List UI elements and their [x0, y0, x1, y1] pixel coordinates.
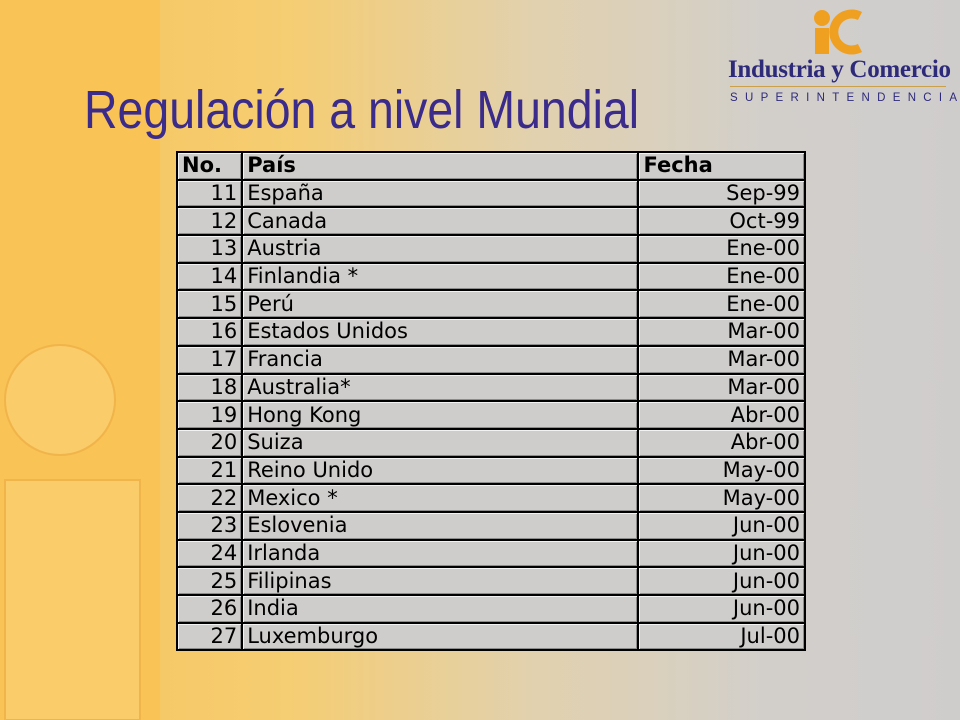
row-country: Austria	[241, 234, 640, 264]
row-number: 19	[175, 400, 244, 430]
row-number: 14	[175, 261, 244, 292]
row-number: 25	[175, 566, 244, 596]
row-date: Abr-00	[637, 400, 806, 430]
table-row: 15 Perú Ene-00	[175, 289, 806, 320]
table-row: 20 Suiza Abr-00	[175, 427, 806, 458]
table-row: 23 Eslovenia Jun-00	[175, 510, 806, 541]
row-country: Irlanda	[241, 538, 640, 569]
table-row: 22 Mexico * May-00	[175, 483, 806, 513]
company-logo: Industria y Comercio SUPERINTENDENCIA	[718, 6, 957, 106]
row-date: Ene-00	[637, 261, 806, 292]
row-date: Ene-00	[637, 289, 806, 320]
row-number: 16	[175, 317, 244, 347]
row-country: Filipinas	[241, 566, 640, 596]
watermark-logo	[4, 344, 141, 720]
row-date: Jun-00	[637, 566, 806, 596]
row-date: Mar-00	[637, 317, 806, 347]
row-date: Jun-00	[637, 594, 806, 624]
row-number: 12	[175, 206, 244, 237]
table-row: 27 Luxemburgo Jul-00	[175, 621, 806, 652]
slide-title: Regulación a nivel Mundial	[84, 80, 640, 140]
row-country: Francia	[241, 344, 640, 375]
table-row: 21 Reino Unido May-00	[175, 455, 806, 486]
row-country: España	[241, 178, 640, 209]
regulation-table: No. País Fecha 11 España Sep-99 12 Canada Oct…	[175, 151, 806, 652]
table-row: 11 España Sep-99	[175, 178, 806, 209]
row-number: 18	[175, 372, 244, 403]
row-country: Eslovenia	[241, 510, 640, 541]
logo-subtitle: SUPERINTENDENCIA	[730, 92, 960, 104]
table-body: 11 España Sep-99 12 Canada Oct-99 13 Austria Ene…	[175, 178, 806, 652]
row-date: Sep-99	[637, 178, 806, 209]
row-date: May-00	[637, 483, 806, 513]
table-row: 19 Hong Kong Abr-00	[175, 400, 806, 430]
row-country: Luxemburgo	[241, 621, 640, 652]
row-country: Estados Unidos	[241, 317, 640, 347]
row-country: Canada	[241, 206, 640, 237]
row-country: Suiza	[241, 427, 640, 458]
table-row: 13 Austria Ene-00	[175, 234, 806, 264]
row-number: 11	[175, 178, 244, 209]
row-number: 23	[175, 510, 244, 541]
row-number: 21	[175, 455, 244, 486]
row-date: Mar-00	[637, 372, 806, 403]
row-date: Ene-00	[637, 234, 806, 264]
row-country: Finlandia *	[241, 261, 640, 292]
row-number: 27	[175, 621, 244, 652]
table-row: 18 Australia* Mar-00	[175, 372, 806, 403]
table-row: 14 Finlandia * Ene-00	[175, 261, 806, 292]
logo-divider	[730, 86, 946, 87]
table-row: 26 India Jun-00	[175, 594, 806, 624]
logo-icon	[814, 9, 863, 55]
row-number: 15	[175, 289, 244, 320]
table-header-row: No. País Fecha	[175, 151, 806, 181]
row-number: 20	[175, 427, 244, 458]
header-country: País	[241, 151, 640, 181]
header-date: Fecha	[637, 151, 806, 181]
row-country: India	[241, 594, 640, 624]
header-number: No.	[175, 151, 244, 181]
row-number: 17	[175, 344, 244, 375]
row-date: Jun-00	[637, 538, 806, 569]
row-number: 22	[175, 483, 244, 513]
row-date: Oct-99	[637, 206, 806, 237]
table-row: 17 Francia Mar-00	[175, 344, 806, 375]
table-row: 12 Canada Oct-99	[175, 206, 806, 237]
row-date: Mar-00	[637, 344, 806, 375]
row-country: Australia*	[241, 372, 640, 403]
table-row: 24 Irlanda Jun-00	[175, 538, 806, 569]
row-date: May-00	[637, 455, 806, 486]
row-number: 24	[175, 538, 244, 569]
row-number: 26	[175, 594, 244, 624]
row-country: Reino Unido	[241, 455, 640, 486]
table-row: 16 Estados Unidos Mar-00	[175, 317, 806, 347]
table-row: 25 Filipinas Jun-00	[175, 566, 806, 596]
row-number: 13	[175, 234, 244, 264]
row-country: Hong Kong	[241, 400, 640, 430]
row-date: Abr-00	[637, 427, 806, 458]
row-date: Jul-00	[637, 621, 806, 652]
logo-name: Industria y Comercio	[728, 56, 951, 83]
row-country: Perú	[241, 289, 640, 320]
row-country: Mexico *	[241, 483, 640, 513]
row-date: Jun-00	[637, 510, 806, 541]
